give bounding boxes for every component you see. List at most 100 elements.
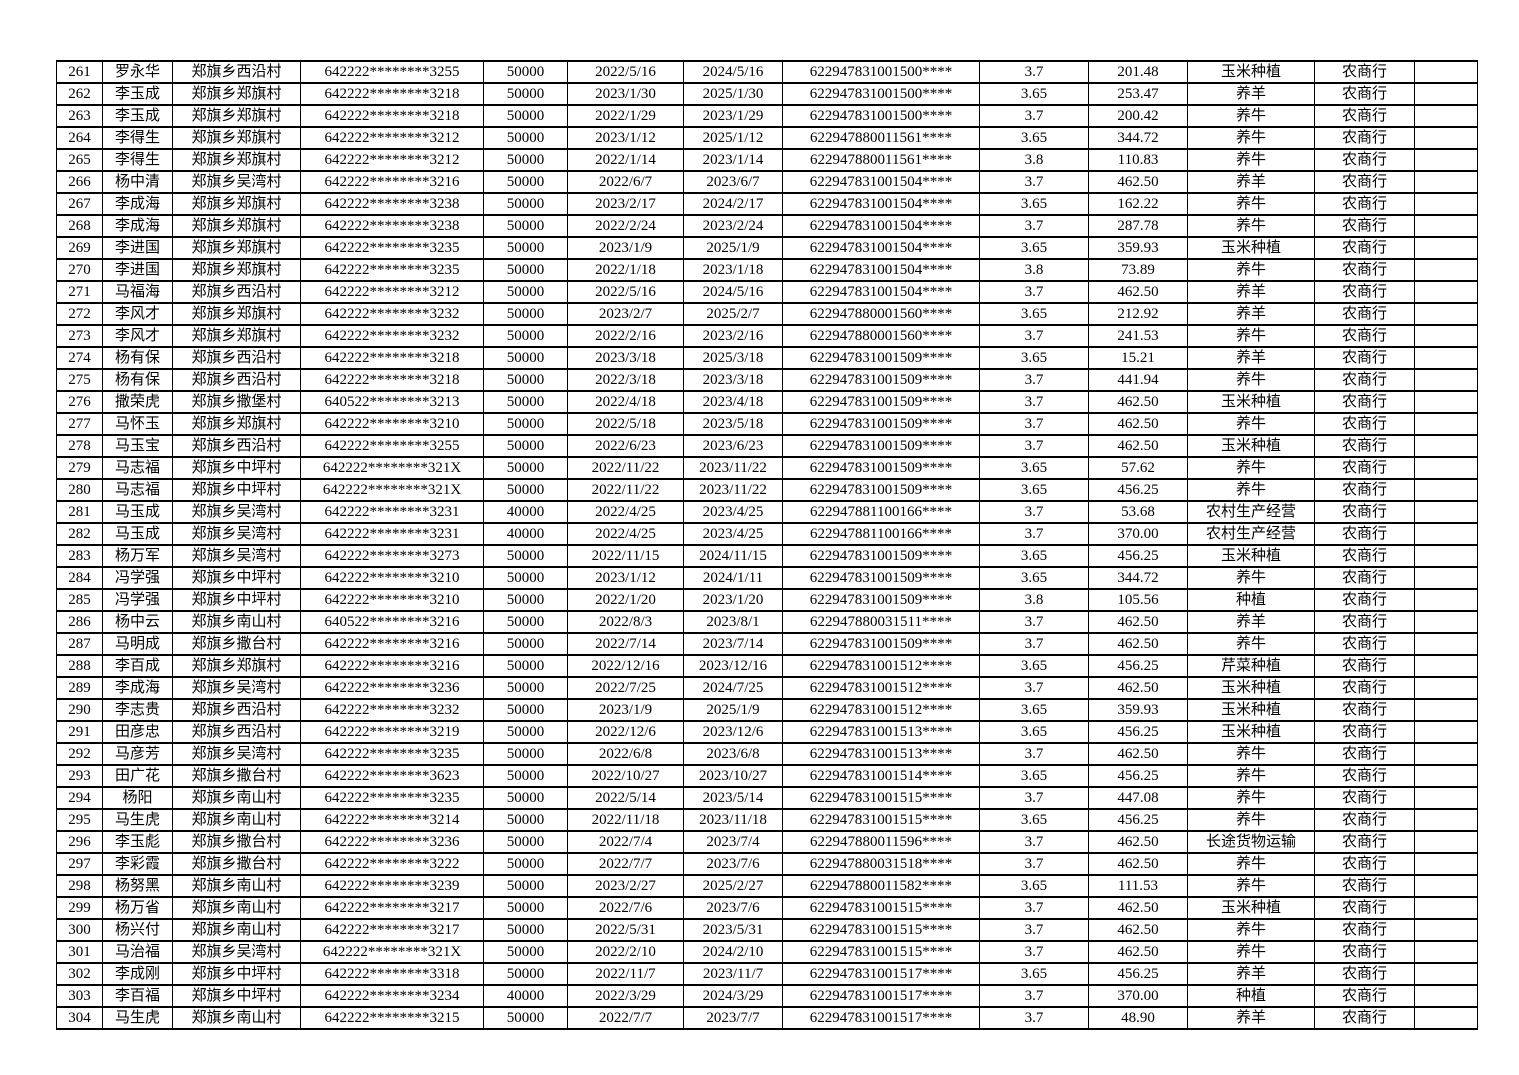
cell-end_date: 2024/11/15 (683, 544, 783, 568)
cell-purpose: 养牛 (1187, 324, 1315, 348)
cell-name: 李风才 (102, 324, 173, 348)
cell-rate: 3.7 (979, 170, 1089, 194)
cell-extra (1414, 456, 1478, 480)
cell-account: 622947831001515**** (782, 918, 980, 942)
cell-start_date: 2022/1/18 (567, 258, 684, 282)
cell-start_date: 2022/11/22 (567, 478, 684, 502)
cell-id_number: 642222********321X (300, 478, 484, 502)
cell-extra (1414, 1006, 1478, 1030)
cell-amount: 50000 (483, 412, 568, 436)
cell-rate: 3.65 (979, 456, 1089, 480)
cell-account: 622947881100166**** (782, 522, 980, 546)
spreadsheet-area: 261 罗永华 郑旗乡西沿村 642222********3255 50000 2022/… (56, 60, 1478, 1030)
cell-name: 冯学强 (102, 566, 173, 590)
cell-end_date: 2023/12/16 (683, 654, 783, 678)
cell-name: 马玉宝 (102, 434, 173, 458)
cell-extra (1414, 764, 1478, 788)
cell-bank: 农商行 (1314, 764, 1415, 788)
cell-purpose: 养羊 (1187, 280, 1315, 304)
cell-amount: 50000 (483, 764, 568, 788)
cell-bank: 农商行 (1314, 544, 1415, 568)
cell-bank: 农商行 (1314, 104, 1415, 128)
cell-seq: 299 (56, 896, 103, 920)
cell-amount: 50000 (483, 236, 568, 260)
cell-rate: 3.7 (979, 214, 1089, 238)
cell-purpose: 种植 (1187, 984, 1315, 1008)
cell-purpose: 养牛 (1187, 126, 1315, 150)
cell-end_date: 2025/2/7 (683, 302, 783, 326)
cell-bank: 农商行 (1314, 1006, 1415, 1030)
cell-id_number: 642222********3217 (300, 918, 484, 942)
cell-id_number: 642222********3255 (300, 434, 484, 458)
cell-account: 622947880031511**** (782, 610, 980, 634)
cell-seq: 290 (56, 698, 103, 722)
cell-interest: 105.56 (1088, 588, 1188, 612)
cell-end_date: 2023/7/6 (683, 896, 783, 920)
cell-interest: 370.00 (1088, 522, 1188, 546)
cell-name: 马福海 (102, 280, 173, 304)
cell-purpose: 养羊 (1187, 1006, 1315, 1030)
cell-account: 622947880001560**** (782, 302, 980, 326)
cell-extra (1414, 654, 1478, 678)
cell-start_date: 2022/3/29 (567, 984, 684, 1008)
cell-bank: 农商行 (1314, 500, 1415, 524)
table-row: 261 罗永华 郑旗乡西沿村 642222********3255 50000 2022/… (56, 60, 1478, 84)
cell-id_number: 642222********3212 (300, 148, 484, 172)
table-row: 273 李风才 郑旗乡郑旗村 642222********3232 50000 2022/… (56, 324, 1478, 348)
cell-bank: 农商行 (1314, 434, 1415, 458)
cell-name: 李风才 (102, 302, 173, 326)
cell-account: 622947831001515**** (782, 940, 980, 964)
cell-village: 郑旗乡撒台村 (172, 764, 301, 788)
cell-end_date: 2023/1/29 (683, 104, 783, 128)
cell-bank: 农商行 (1314, 786, 1415, 810)
cell-end_date: 2023/4/18 (683, 390, 783, 414)
cell-bank: 农商行 (1314, 808, 1415, 832)
cell-purpose: 农村生产经营 (1187, 500, 1315, 524)
cell-id_number: 642222********3231 (300, 500, 484, 524)
cell-end_date: 2023/4/25 (683, 522, 783, 546)
cell-account: 622947831001504**** (782, 280, 980, 304)
cell-account: 622947831001504**** (782, 258, 980, 282)
cell-start_date: 2023/1/9 (567, 236, 684, 260)
cell-seq: 269 (56, 236, 103, 260)
table-row: 277 马怀玉 郑旗乡郑旗村 642222********3210 50000 2022/… (56, 412, 1478, 436)
table-row: 265 李得生 郑旗乡郑旗村 642222********3212 50000 2022/… (56, 148, 1478, 172)
cell-start_date: 2023/1/12 (567, 126, 684, 150)
cell-village: 郑旗乡郑旗村 (172, 258, 301, 282)
cell-extra (1414, 676, 1478, 700)
cell-id_number: 642222********3210 (300, 566, 484, 590)
cell-amount: 50000 (483, 456, 568, 480)
cell-interest: 456.25 (1088, 544, 1188, 568)
cell-name: 马彦芳 (102, 742, 173, 766)
cell-extra (1414, 742, 1478, 766)
cell-amount: 50000 (483, 632, 568, 656)
cell-purpose: 养牛 (1187, 258, 1315, 282)
cell-name: 田彦忠 (102, 720, 173, 744)
cell-purpose: 养牛 (1187, 852, 1315, 876)
cell-seq: 300 (56, 918, 103, 942)
cell-account: 622947831001509**** (782, 368, 980, 392)
cell-end_date: 2023/12/6 (683, 720, 783, 744)
cell-seq: 267 (56, 192, 103, 216)
cell-interest: 456.25 (1088, 720, 1188, 744)
cell-account: 622947881100166**** (782, 500, 980, 524)
cell-name: 马志福 (102, 456, 173, 480)
cell-name: 李百福 (102, 984, 173, 1008)
table-row: 279 马志福 郑旗乡中坪村 642222********321X 50000 2022/… (56, 456, 1478, 480)
cell-name: 李玉彪 (102, 830, 173, 854)
cell-village: 郑旗乡中坪村 (172, 566, 301, 590)
cell-amount: 50000 (483, 82, 568, 106)
cell-seq: 276 (56, 390, 103, 414)
table-row: 263 李玉成 郑旗乡郑旗村 642222********3218 50000 2022/… (56, 104, 1478, 128)
cell-amount: 50000 (483, 258, 568, 282)
table-row: 275 杨有保 郑旗乡西沿村 642222********3218 50000 2022/… (56, 368, 1478, 392)
cell-account: 622947880011561**** (782, 126, 980, 150)
cell-seq: 263 (56, 104, 103, 128)
cell-extra (1414, 698, 1478, 722)
cell-bank: 农商行 (1314, 940, 1415, 964)
cell-seq: 284 (56, 566, 103, 590)
cell-village: 郑旗乡吴湾村 (172, 522, 301, 546)
cell-rate: 3.65 (979, 654, 1089, 678)
cell-village: 郑旗乡郑旗村 (172, 324, 301, 348)
